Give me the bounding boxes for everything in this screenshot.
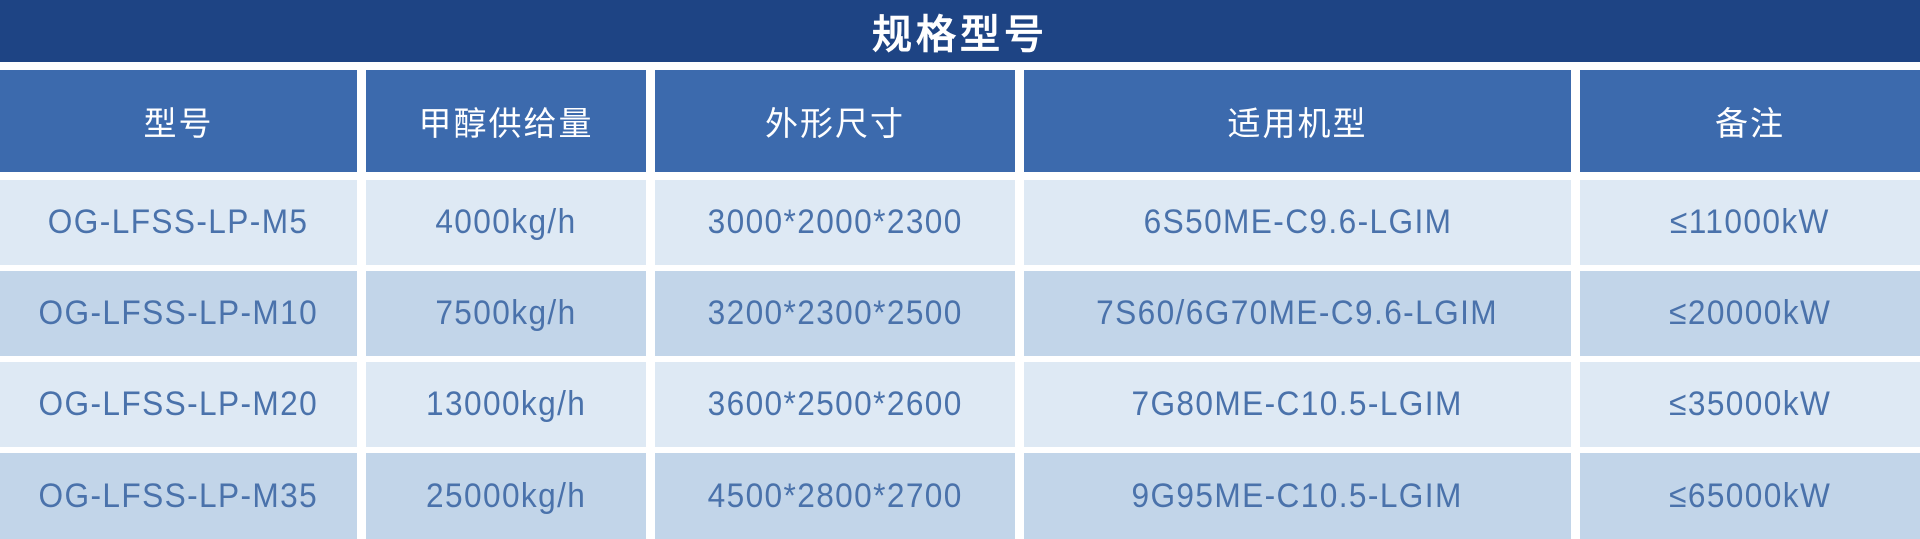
header-cell-model: 型号: [0, 70, 357, 172]
table-title-bar: 规格型号: [0, 0, 1920, 62]
cell-remarks: ≤20000kW: [1580, 271, 1920, 356]
cell-model: OG-LFSS-LP-M10: [0, 271, 357, 356]
cell-remarks: ≤35000kW: [1580, 362, 1920, 447]
cell-methanol-supply-text: 4000kg/h: [435, 203, 577, 241]
cell-dimensions-text: 3600*2500*2600: [707, 385, 963, 423]
cell-engine-type: 7S60/6G70ME-C9.6-LGIM: [1024, 271, 1571, 356]
cell-engine-type-text: 7S60/6G70ME-C9.6-LGIM: [1096, 294, 1499, 332]
cell-engine-type-text: 6S50ME-C9.6-LGIM: [1143, 203, 1452, 241]
cell-dimensions: 3600*2500*2600: [655, 362, 1015, 447]
cell-model: OG-LFSS-LP-M5: [0, 180, 357, 265]
cell-remarks-text: ≤65000kW: [1668, 476, 1832, 515]
cell-methanol-supply-text: 25000kg/h: [425, 476, 587, 515]
cell-engine-type-text: 7G80ME-C10.5-LGIM: [1131, 385, 1464, 423]
cell-methanol-supply: 7500kg/h: [366, 271, 646, 356]
cell-methanol-supply: 13000kg/h: [366, 362, 646, 447]
cell-methanol-supply-text: 7500kg/h: [435, 294, 577, 332]
cell-model-text: OG-LFSS-LP-M10: [38, 294, 319, 332]
table-row: OG-LFSS-LP-M10 7500kg/h 3200*2300*2500 7…: [0, 271, 1920, 356]
cell-dimensions-text: 3200*2300*2500: [707, 294, 963, 332]
cell-dimensions: 4500*2800*2700: [655, 453, 1015, 539]
cell-dimensions-text: 4500*2800*2700: [707, 476, 963, 515]
table-row: OG-LFSS-LP-M5 4000kg/h 3000*2000*2300 6S…: [0, 180, 1920, 265]
cell-methanol-supply: 25000kg/h: [366, 453, 646, 539]
cell-engine-type: 9G95ME-C10.5-LGIM: [1024, 453, 1571, 539]
cell-model-text: OG-LFSS-LP-M35: [38, 476, 319, 515]
header-cell-engine-type: 适用机型: [1024, 70, 1571, 172]
cell-model: OG-LFSS-LP-M20: [0, 362, 357, 447]
cell-remarks-text: ≤11000kW: [1670, 203, 1830, 241]
header-cell-dimensions: 外形尺寸: [655, 70, 1015, 172]
table-row: OG-LFSS-LP-M20 13000kg/h 3600*2500*2600 …: [0, 362, 1920, 447]
cell-engine-type-text: 9G95ME-C10.5-LGIM: [1131, 476, 1464, 515]
header-cell-methanol-supply: 甲醇供给量: [366, 70, 646, 172]
cell-dimensions: 3200*2300*2500: [655, 271, 1015, 356]
cell-remarks: ≤65000kW: [1580, 453, 1920, 539]
cell-model-text: OG-LFSS-LP-M20: [38, 385, 319, 423]
cell-methanol-supply-text: 13000kg/h: [425, 385, 587, 423]
header-cell-remarks: 备注: [1580, 70, 1920, 172]
cell-methanol-supply: 4000kg/h: [366, 180, 646, 265]
cell-dimensions-text: 3000*2000*2300: [707, 203, 963, 241]
table-row: OG-LFSS-LP-M35 25000kg/h 4500*2800*2700 …: [0, 453, 1920, 539]
cell-remarks: ≤11000kW: [1580, 180, 1920, 265]
table-title: 规格型号: [872, 13, 1048, 57]
cell-remarks-text: ≤35000kW: [1668, 385, 1832, 423]
cell-dimensions: 3000*2000*2300: [655, 180, 1015, 265]
cell-engine-type: 7G80ME-C10.5-LGIM: [1024, 362, 1571, 447]
table-header-row: 型号 甲醇供给量 外形尺寸 适用机型 备注: [0, 70, 1920, 172]
cell-remarks-text: ≤20000kW: [1668, 294, 1832, 332]
cell-engine-type: 6S50ME-C9.6-LGIM: [1024, 180, 1571, 265]
cell-model-text: OG-LFSS-LP-M5: [48, 203, 309, 241]
cell-model: OG-LFSS-LP-M35: [0, 453, 357, 539]
